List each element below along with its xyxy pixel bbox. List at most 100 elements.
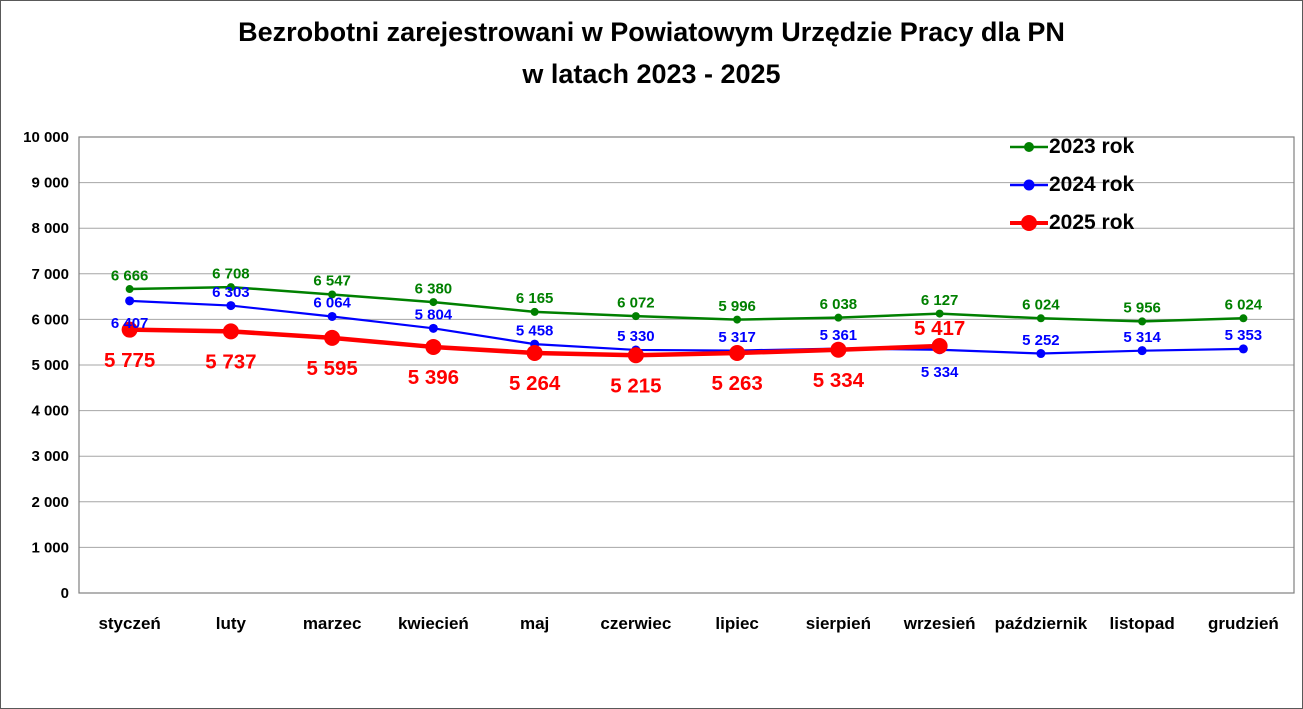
- x-tick-label: maj: [520, 614, 549, 633]
- data-point-label: 6 024: [1225, 297, 1263, 314]
- data-point: [125, 296, 135, 306]
- series-line-2023-rok: [128, 285, 1245, 323]
- y-tick-label: 10 000: [23, 129, 69, 146]
- data-point: [526, 344, 543, 361]
- chart-title-line2: w latach 2023 - 2025: [522, 59, 781, 89]
- data-point-label: 6 380: [415, 280, 453, 297]
- x-tick-label: czerwiec: [600, 614, 671, 633]
- data-point: [733, 315, 742, 324]
- data-point: [1239, 314, 1248, 323]
- data-point: [1138, 317, 1147, 326]
- data-point-label: 5 396: [408, 366, 459, 389]
- data-point: [627, 347, 644, 364]
- y-tick-label: 2 000: [31, 494, 69, 511]
- data-point: [429, 298, 438, 307]
- data-point: [834, 313, 843, 322]
- data-point-label: 5 314: [1123, 329, 1161, 346]
- legend-item-2023: 2023 rok: [1009, 128, 1134, 166]
- chart-title-line1: Bezrobotni zarejestrowani w Powiatowym U…: [238, 17, 1065, 47]
- y-tick-label: 8 000: [31, 220, 69, 237]
- y-tick-label: 7 000: [31, 266, 69, 283]
- data-point: [931, 337, 948, 354]
- x-tick-label: październik: [995, 614, 1088, 633]
- x-tick-label: sierpień: [806, 614, 871, 633]
- y-tick-label: 1 000: [31, 539, 69, 556]
- x-tick-label: marzec: [303, 614, 362, 633]
- legend-marker-2024-icon: [1010, 179, 1048, 191]
- data-point: [328, 290, 337, 299]
- data-point: [226, 283, 235, 292]
- chart-title: Bezrobotni zarejestrowani w Powiatowym U…: [1, 11, 1302, 95]
- data-point-label: 6 024: [1022, 297, 1060, 314]
- y-tick-label: 6 000: [31, 311, 69, 328]
- data-point-label: 5 334: [921, 364, 959, 381]
- data-point: [729, 345, 746, 362]
- legend-marker-2023-icon: [1010, 142, 1048, 152]
- data-point-label: 5 956: [1123, 300, 1161, 317]
- data-point: [1238, 344, 1248, 354]
- data-point-label: 6 072: [617, 294, 655, 311]
- data-point-label: 5 317: [718, 329, 756, 346]
- legend-item-2024: 2024 rok: [1009, 166, 1134, 204]
- data-point-label: 5 264: [509, 372, 561, 395]
- data-point-label: 6 127: [921, 292, 959, 309]
- data-point: [428, 323, 438, 333]
- data-point: [125, 285, 134, 294]
- data-point: [830, 341, 847, 358]
- y-tick-label: 4 000: [31, 403, 69, 420]
- data-point-label: 6 547: [313, 273, 351, 290]
- data-point-label: 5 737: [205, 351, 256, 374]
- data-point-label: 6 303: [212, 284, 250, 301]
- data-point: [1137, 346, 1147, 356]
- data-point: [530, 307, 539, 316]
- x-tick-label: styczeń: [98, 614, 160, 633]
- data-point-label: 6 666: [111, 267, 149, 284]
- data-point: [327, 311, 337, 321]
- data-point: [1036, 349, 1046, 359]
- data-point-label: 5 775: [104, 349, 155, 372]
- x-tick-label: listopad: [1110, 614, 1175, 633]
- legend: 2023 rok 2024 rok 2025 rok: [1009, 128, 1134, 242]
- legend-label-2023: 2023 rok: [1049, 135, 1135, 158]
- y-tick-label: 3 000: [31, 448, 69, 465]
- data-point-label: 5 334: [813, 369, 865, 392]
- x-tick-label: grudzień: [1208, 614, 1279, 633]
- data-point-label: 5 361: [820, 327, 858, 344]
- x-tick-label: kwiecień: [398, 614, 469, 633]
- data-point-label: 6 064: [313, 295, 351, 312]
- legend-item-2025: 2025 rok: [1009, 204, 1134, 242]
- y-tick-label: 9 000: [31, 175, 69, 192]
- data-point-label: 5 996: [718, 298, 756, 315]
- series-line-2024-rok: [128, 299, 1245, 355]
- data-point-label: 5 353: [1225, 327, 1263, 344]
- data-point-label: 5 330: [617, 328, 655, 345]
- y-tick-label: 0: [61, 585, 69, 602]
- data-point: [226, 301, 236, 311]
- data-point-label: 5 595: [306, 357, 357, 380]
- plot-border: [78, 136, 1295, 594]
- data-point: [1036, 314, 1045, 323]
- data-point-label: 6 407: [111, 315, 149, 332]
- data-point: [324, 329, 341, 346]
- data-point: [425, 338, 442, 355]
- legend-marker-2025-icon: [1010, 215, 1048, 231]
- legend-label-2024: 2024 rok: [1049, 173, 1135, 196]
- legend-label-2025: 2025 rok: [1049, 211, 1135, 234]
- x-tick-label: wrzesień: [903, 614, 976, 633]
- x-tick-label: lipiec: [715, 614, 758, 633]
- data-point-label: 6 708: [212, 265, 250, 282]
- data-point: [121, 321, 138, 338]
- data-point: [222, 323, 239, 340]
- data-point-label: 6 165: [516, 290, 554, 307]
- data-point: [631, 312, 640, 321]
- y-tick-label: 5 000: [31, 357, 69, 374]
- data-point-label: 5 215: [610, 374, 661, 397]
- data-point: [935, 309, 944, 318]
- data-point-label: 5 804: [415, 307, 453, 324]
- data-point-label: 5 458: [516, 322, 554, 339]
- data-point-label: 5 252: [1022, 332, 1060, 349]
- x-tick-label: luty: [216, 614, 247, 633]
- data-point-label: 6 038: [820, 296, 858, 313]
